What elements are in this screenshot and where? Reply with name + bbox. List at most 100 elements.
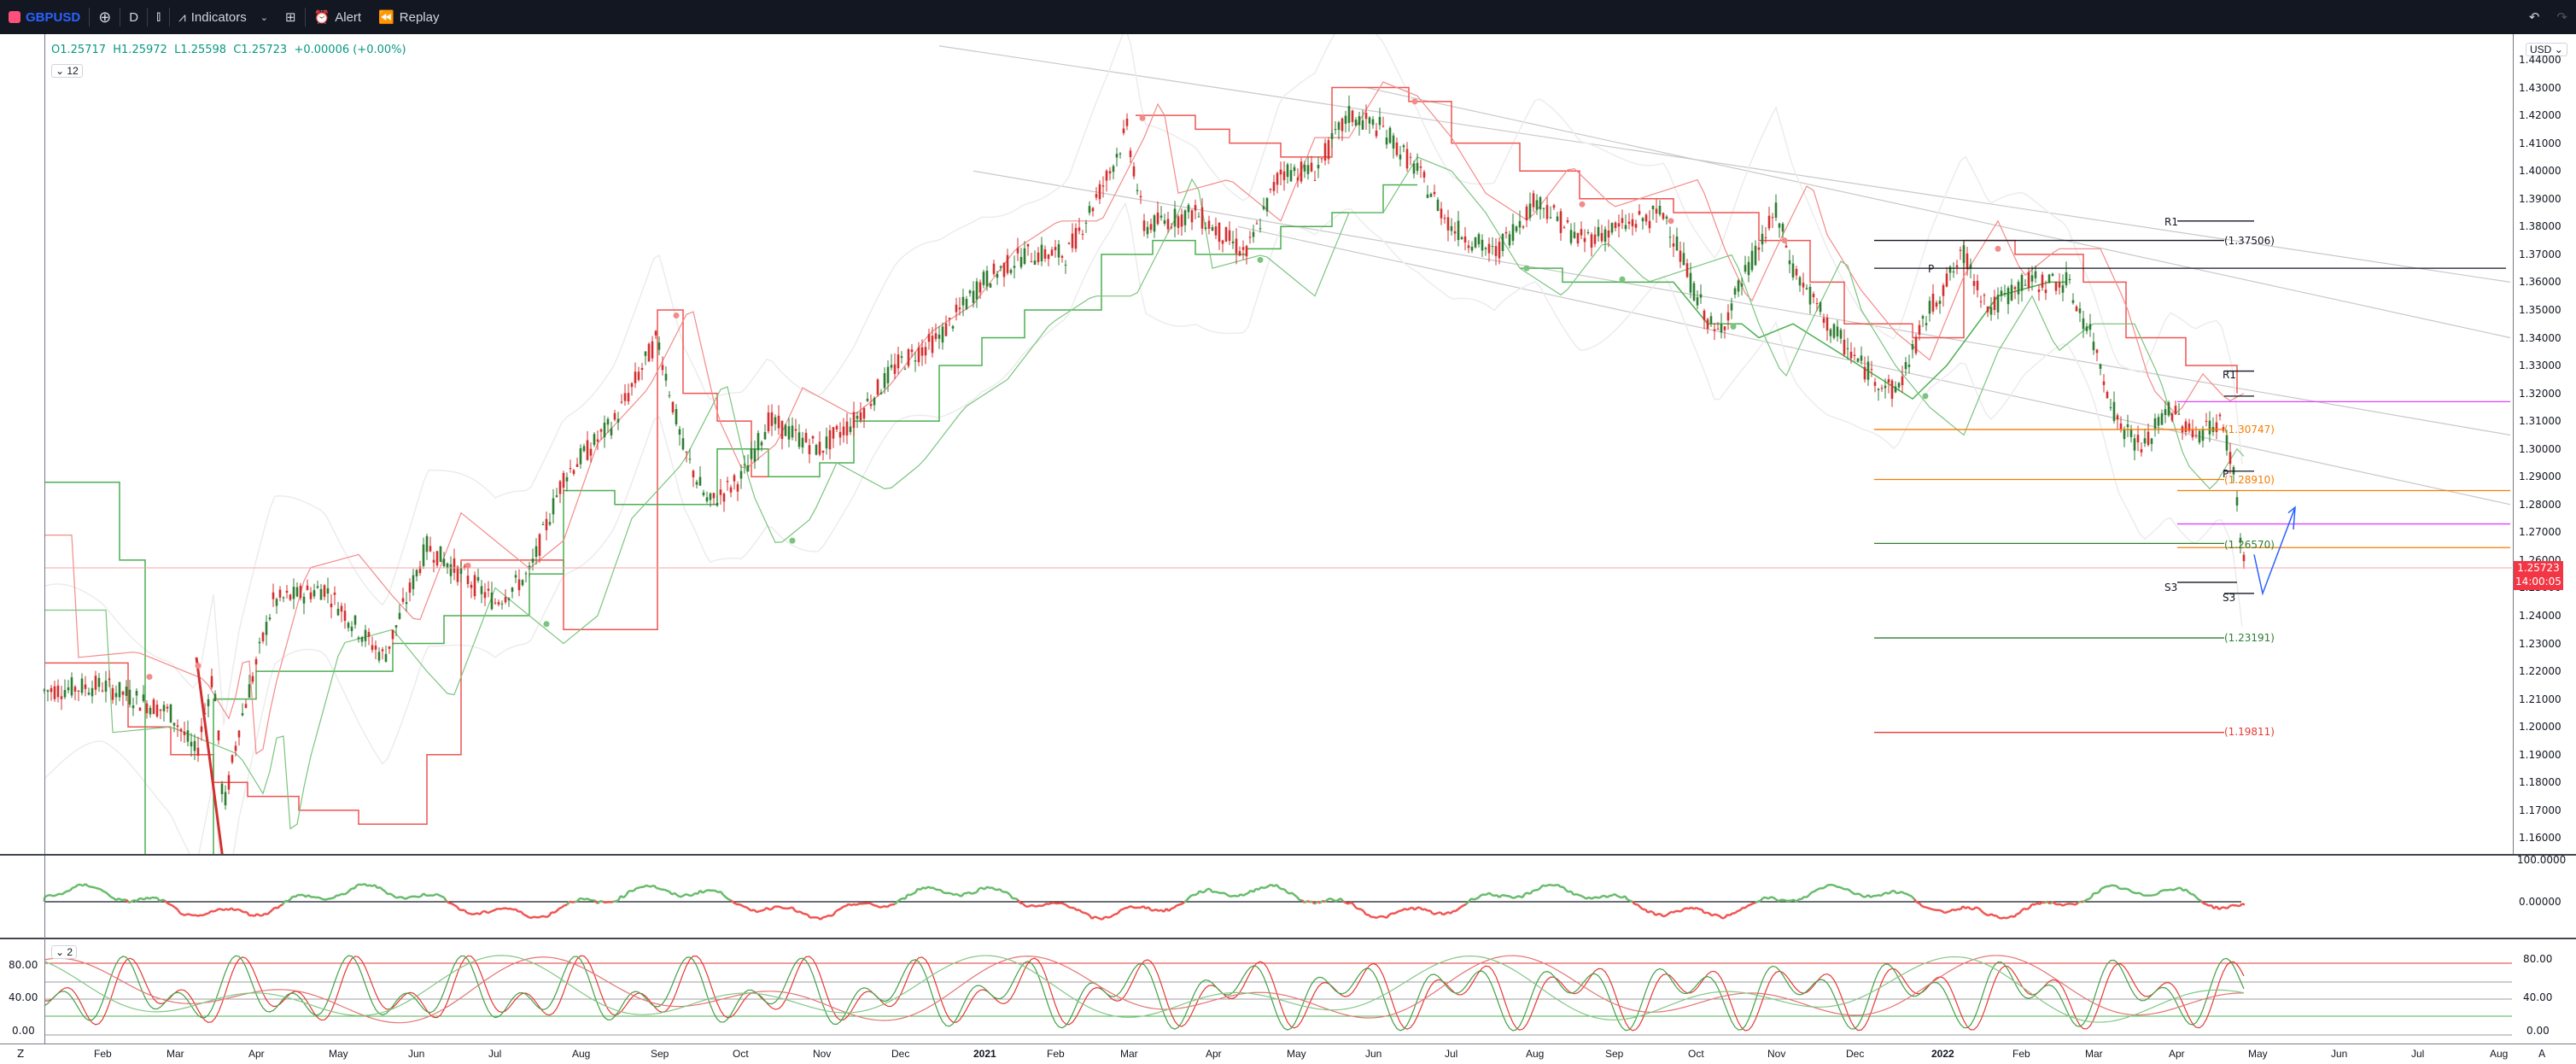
time-axis-label: May bbox=[1287, 1048, 1306, 1060]
pivot-p-label: P bbox=[1928, 263, 1934, 275]
oscillator-1-canvas[interactable] bbox=[0, 856, 2576, 938]
price-axis-label: 1.16000 bbox=[2519, 832, 2561, 844]
pivot-126570-label: (1.26570) bbox=[2224, 539, 2275, 551]
time-axis-label: Oct bbox=[1688, 1048, 1704, 1060]
time-axis-label: Jul bbox=[1445, 1048, 1457, 1060]
redo-icon: ↷ bbox=[2556, 9, 2567, 25]
osc2-right-40: 40.00 bbox=[2523, 991, 2552, 1003]
time-axis-label: Feb bbox=[1047, 1048, 1065, 1060]
indicators-label: Indicators bbox=[191, 10, 247, 25]
chart-type-button[interactable]: ⫾ bbox=[148, 0, 169, 34]
pivot-r1-label: R1 bbox=[2164, 216, 2178, 228]
last-price-value: 1.25723 bbox=[2514, 561, 2563, 575]
undo-button[interactable]: ↶ bbox=[2521, 0, 2549, 34]
price-chart-canvas[interactable] bbox=[0, 34, 2576, 854]
price-axis-label: 1.27000 bbox=[2519, 526, 2561, 538]
time-axis-label: May bbox=[329, 1048, 348, 1060]
price-axis-label: 1.36000 bbox=[2519, 276, 2561, 288]
time-axis-label: May bbox=[2248, 1048, 2268, 1060]
pivot-128910-label: (1.28910) bbox=[2224, 474, 2275, 486]
chevron-down-icon: ⌄ bbox=[55, 946, 64, 958]
price-axis-label: 1.43000 bbox=[2519, 82, 2561, 94]
osc1-axis-top: 100.0000 bbox=[2517, 854, 2566, 866]
price-axis-label: 1.35000 bbox=[2519, 304, 2561, 316]
ohlc-legend: O1.25717 H1.25972 L1.25598 C1.25723 +0.0… bbox=[51, 44, 406, 56]
pivot-s3-label-2: S3 bbox=[2223, 592, 2235, 604]
time-axis-label: Nov bbox=[813, 1048, 831, 1060]
indicators-button[interactable]: ⩘ Indicators ⌄ bbox=[170, 0, 277, 34]
price-axis-label: 1.18000 bbox=[2519, 776, 2561, 788]
left-axis-main bbox=[0, 34, 45, 854]
price-axis-label: 1.23000 bbox=[2519, 638, 2561, 650]
price-axis-label: 1.39000 bbox=[2519, 193, 2561, 205]
top-toolbar: GBPUSD ⊕ D ⫾ ⩘ Indicators ⌄ ⊞ ⏰ Alert ⏪ … bbox=[0, 0, 2576, 34]
time-axis-label: Jun bbox=[2331, 1048, 2347, 1060]
rewind-icon: ⏪ bbox=[378, 9, 394, 25]
time-axis-label: Mar bbox=[166, 1048, 184, 1060]
time-axis-label: Apr bbox=[248, 1048, 265, 1060]
legend-open: O1.25717 bbox=[51, 44, 106, 56]
time-axis-label: Feb bbox=[94, 1048, 112, 1060]
legend-change: +0.00006 (+0.00%) bbox=[294, 44, 406, 56]
osc2-left-80: 80.00 bbox=[9, 959, 38, 971]
alert-label: Alert bbox=[335, 10, 361, 25]
pivot-119811-label: (1.19811) bbox=[2224, 726, 2275, 738]
redo-button[interactable]: ↷ bbox=[2548, 0, 2576, 34]
price-axis-label: 1.17000 bbox=[2519, 804, 2561, 816]
price-axis-label: 1.32000 bbox=[2519, 388, 2561, 400]
add-circle-icon: ⊕ bbox=[98, 9, 111, 26]
candles-icon: ⫾ bbox=[156, 9, 161, 25]
time-axis-label: Sep bbox=[651, 1048, 669, 1060]
oscillator-2-canvas[interactable] bbox=[0, 939, 2576, 1044]
time-axis-label: Dec bbox=[891, 1048, 909, 1060]
price-axis-label: 1.34000 bbox=[2519, 332, 2561, 344]
indicators-icon: ⩘ bbox=[178, 10, 185, 25]
time-axis-label: Mar bbox=[2085, 1048, 2103, 1060]
pivot-r1-value: (1.37506) bbox=[2224, 235, 2275, 247]
price-axis-label: 1.33000 bbox=[2519, 360, 2561, 371]
osc2-collapse-toggle[interactable]: ⌄ 2 bbox=[51, 945, 77, 959]
oscillator-pane-2[interactable] bbox=[0, 939, 2576, 1044]
time-axis-label: Jun bbox=[408, 1048, 424, 1060]
time-axis-label: Oct bbox=[733, 1048, 749, 1060]
replay-button[interactable]: ⏪ Replay bbox=[370, 0, 447, 34]
osc2-indicator-count: 2 bbox=[67, 946, 73, 958]
alarm-clock-icon: ⏰ bbox=[314, 9, 330, 25]
osc1-axis-zero: 0.00000 bbox=[2519, 896, 2561, 908]
price-axis-label: 1.22000 bbox=[2519, 665, 2561, 677]
time-axis-label: Aug bbox=[2490, 1048, 2508, 1060]
compare-button[interactable]: ⊕ bbox=[90, 0, 120, 34]
price-axis-label: 1.40000 bbox=[2519, 165, 2561, 177]
time-axis-label: Apr bbox=[2169, 1048, 2185, 1060]
legend-low: L1.25598 bbox=[174, 44, 226, 56]
price-axis-label: 1.29000 bbox=[2519, 471, 2561, 482]
pivot-s3-label: S3 bbox=[2164, 582, 2177, 593]
time-axis-label: Mar bbox=[1120, 1048, 1138, 1060]
pivot-123191-label: (1.23191) bbox=[2224, 632, 2275, 644]
indicators-collapse-toggle[interactable]: ⌄ 12 bbox=[51, 64, 83, 78]
oscillator-pane-1[interactable] bbox=[0, 856, 2576, 938]
symbol-name[interactable]: GBPUSD bbox=[26, 10, 80, 25]
interval-label: D bbox=[129, 10, 138, 25]
price-axis-label: 1.44000 bbox=[2519, 54, 2561, 66]
last-price-tag: 1.25723 14:00:05 bbox=[2514, 561, 2563, 590]
main-price-pane[interactable] bbox=[0, 34, 2576, 854]
legend-high: H1.25972 bbox=[113, 44, 167, 56]
symbol-search[interactable]: GBPUSD bbox=[0, 0, 89, 34]
pivot-130747-label: (1.30747) bbox=[2224, 424, 2275, 436]
time-axis-corner-left[interactable]: Z bbox=[17, 1048, 24, 1060]
time-axis-label: Nov bbox=[1767, 1048, 1785, 1060]
bar-countdown: 14:00:05 bbox=[2514, 575, 2563, 588]
time-axis-corner-right[interactable]: A bbox=[2538, 1048, 2545, 1060]
alert-button[interactable]: ⏰ Alert bbox=[306, 0, 371, 34]
indicator-count: 12 bbox=[67, 65, 78, 77]
osc2-right-0: 0.00 bbox=[2526, 1025, 2550, 1037]
pivot-r1-mid-label: R1 bbox=[2223, 369, 2236, 381]
legend-close: C1.25723 bbox=[233, 44, 287, 56]
undo-icon: ↶ bbox=[2529, 9, 2540, 25]
price-axis-label: 1.21000 bbox=[2519, 693, 2561, 705]
price-axis-label: 1.28000 bbox=[2519, 499, 2561, 511]
interval-button[interactable]: D bbox=[120, 0, 147, 34]
layouts-button[interactable]: ⊞ bbox=[277, 0, 305, 34]
time-axis-label: 2021 bbox=[973, 1048, 996, 1060]
